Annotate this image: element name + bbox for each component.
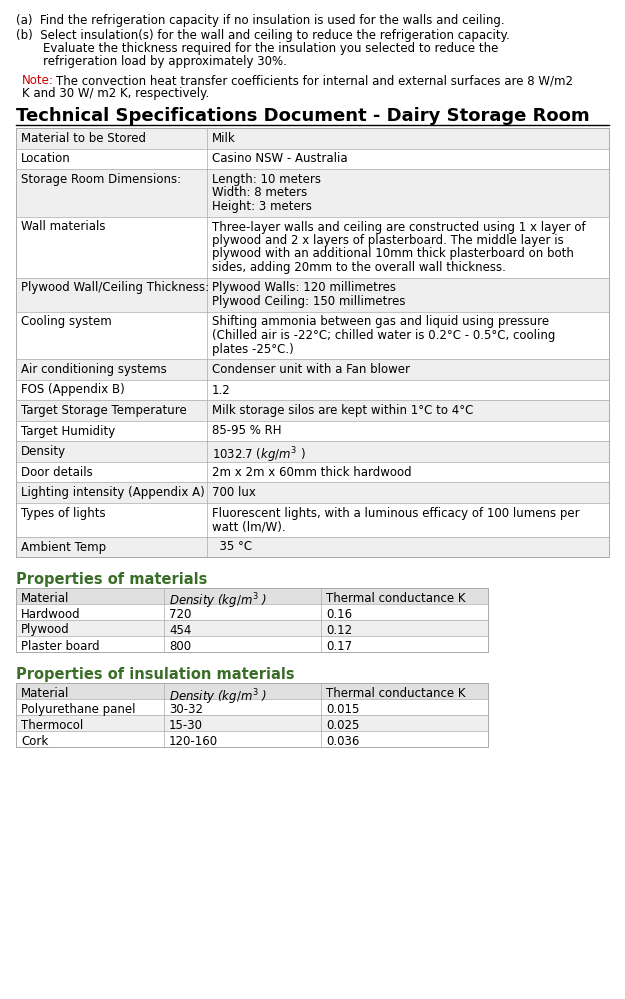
Bar xyxy=(16,128,609,149)
Text: plates -25°C.): plates -25°C.) xyxy=(212,343,294,356)
Text: Plywood Ceiling: 150 millimetres: Plywood Ceiling: 150 millimetres xyxy=(212,295,406,308)
Text: plywood with an additional 10mm thick plasterboard on both: plywood with an additional 10mm thick pl… xyxy=(212,248,574,261)
Text: Shifting ammonia between gas and liquid using pressure: Shifting ammonia between gas and liquid … xyxy=(212,316,549,329)
Bar xyxy=(16,731,488,747)
Text: plywood and 2 x layers of plasterboard. The middle layer is: plywood and 2 x layers of plasterboard. … xyxy=(212,234,564,247)
Text: Lighting intensity (Appendix A): Lighting intensity (Appendix A) xyxy=(21,486,205,499)
Text: Storage Room Dimensions:: Storage Room Dimensions: xyxy=(21,173,181,186)
Bar xyxy=(16,635,488,651)
Bar xyxy=(16,683,488,747)
Text: Air conditioning systems: Air conditioning systems xyxy=(21,363,167,376)
Text: Plywood: Plywood xyxy=(21,623,70,636)
Text: 0.015: 0.015 xyxy=(326,703,359,716)
Text: Location: Location xyxy=(21,153,71,166)
Text: 85-95 % RH: 85-95 % RH xyxy=(212,425,281,438)
Bar xyxy=(16,169,609,217)
Bar xyxy=(16,312,609,359)
Text: Target Humidity: Target Humidity xyxy=(21,425,115,438)
Bar xyxy=(16,149,609,169)
Bar xyxy=(16,217,609,278)
Text: Plywood Wall/Ceiling Thickness:: Plywood Wall/Ceiling Thickness: xyxy=(21,282,209,295)
Text: Density: Density xyxy=(21,445,66,458)
Text: 30-32: 30-32 xyxy=(169,703,203,716)
Text: Cooling system: Cooling system xyxy=(21,316,112,329)
Bar xyxy=(16,699,488,715)
Text: Technical Specifications Document - Dairy Storage Room: Technical Specifications Document - Dair… xyxy=(16,107,589,125)
Text: (b)  Select insulation(s) for the wall and ceiling to reduce the refrigeration c: (b) Select insulation(s) for the wall an… xyxy=(16,29,510,42)
Text: 700 lux: 700 lux xyxy=(212,486,256,499)
Text: 720: 720 xyxy=(169,607,191,620)
Bar xyxy=(16,587,488,651)
Text: FOS (Appendix B): FOS (Appendix B) xyxy=(21,384,125,397)
Text: Hardwood: Hardwood xyxy=(21,607,81,620)
Text: Three-layer walls and ceiling are constructed using 1 x layer of: Three-layer walls and ceiling are constr… xyxy=(212,221,586,234)
Text: Condenser unit with a Fan blower: Condenser unit with a Fan blower xyxy=(212,363,410,376)
Text: Casino NSW - Australia: Casino NSW - Australia xyxy=(212,153,348,166)
Bar xyxy=(16,380,609,400)
Text: Height: 3 meters: Height: 3 meters xyxy=(212,200,312,213)
Text: 35 °C: 35 °C xyxy=(212,540,252,553)
Text: 120-160: 120-160 xyxy=(169,735,218,748)
Text: 454: 454 xyxy=(169,623,191,636)
Text: Thermal conductance K: Thermal conductance K xyxy=(326,687,466,700)
Bar xyxy=(16,619,488,635)
Text: Thermocol: Thermocol xyxy=(21,719,83,732)
Text: Length: 10 meters: Length: 10 meters xyxy=(212,173,321,186)
Text: Thermal conductance K: Thermal conductance K xyxy=(326,591,466,604)
Bar xyxy=(16,441,609,462)
Text: 0.025: 0.025 xyxy=(326,719,359,732)
Text: Properties of insulation materials: Properties of insulation materials xyxy=(16,667,294,682)
Text: 15-30: 15-30 xyxy=(169,719,203,732)
Bar xyxy=(16,128,609,557)
Text: (a)  Find the refrigeration capacity if no insulation is used for the walls and : (a) Find the refrigeration capacity if n… xyxy=(16,14,504,27)
Text: Properties of materials: Properties of materials xyxy=(16,572,208,587)
Text: Milk: Milk xyxy=(212,132,236,145)
Text: refrigeration load by approximately 30%.: refrigeration load by approximately 30%. xyxy=(43,56,287,69)
Text: Width: 8 meters: Width: 8 meters xyxy=(212,187,308,200)
Text: 2m x 2m x 60mm thick hardwood: 2m x 2m x 60mm thick hardwood xyxy=(212,466,412,479)
Bar xyxy=(16,603,488,619)
Text: Ambient Temp: Ambient Temp xyxy=(21,540,106,553)
Bar xyxy=(16,462,609,482)
Bar xyxy=(16,502,609,536)
Text: 1.2: 1.2 xyxy=(212,384,231,397)
Text: watt (lm/W).: watt (lm/W). xyxy=(212,520,286,533)
Text: Wall materials: Wall materials xyxy=(21,221,106,234)
Bar xyxy=(16,400,609,421)
Text: Material: Material xyxy=(21,591,69,604)
Text: Material to be Stored: Material to be Stored xyxy=(21,132,146,145)
Text: 1032.7 ($kg/m^3$ ): 1032.7 ($kg/m^3$ ) xyxy=(212,445,306,465)
Text: 0.17: 0.17 xyxy=(326,639,352,652)
Bar xyxy=(16,278,609,312)
Bar xyxy=(16,536,609,557)
Bar xyxy=(16,683,488,699)
Text: Target Storage Temperature: Target Storage Temperature xyxy=(21,404,187,417)
Bar xyxy=(16,359,609,380)
Text: (Chilled air is -22°C; chilled water is 0.2°C - 0.5°C, cooling: (Chilled air is -22°C; chilled water is … xyxy=(212,329,556,342)
Text: Polyurethane panel: Polyurethane panel xyxy=(21,703,136,716)
Text: The convection heat transfer coefficients for internal and external surfaces are: The convection heat transfer coefficient… xyxy=(56,74,573,87)
Text: Plywood Walls: 120 millimetres: Plywood Walls: 120 millimetres xyxy=(212,282,396,295)
Bar xyxy=(16,482,609,502)
Text: Cork: Cork xyxy=(21,735,48,748)
Text: Evaluate the thickness required for the insulation you selected to reduce the: Evaluate the thickness required for the … xyxy=(43,42,498,55)
Text: Density ($kg/m^3$ ): Density ($kg/m^3$ ) xyxy=(169,687,267,706)
Text: Types of lights: Types of lights xyxy=(21,506,106,519)
Text: 0.12: 0.12 xyxy=(326,623,352,636)
Text: 800: 800 xyxy=(169,639,191,652)
Text: Fluorescent lights, with a luminous efficacy of 100 lumens per: Fluorescent lights, with a luminous effi… xyxy=(212,506,579,519)
Text: Density ($kg/m^3$ ): Density ($kg/m^3$ ) xyxy=(169,591,267,611)
Text: 0.036: 0.036 xyxy=(326,735,359,748)
Text: 0.16: 0.16 xyxy=(326,607,352,620)
Text: Plaster board: Plaster board xyxy=(21,639,99,652)
Text: Note:: Note: xyxy=(22,74,54,87)
Text: Material: Material xyxy=(21,687,69,700)
Bar xyxy=(16,587,488,603)
Text: Door details: Door details xyxy=(21,466,92,479)
Bar xyxy=(16,715,488,731)
Text: Milk storage silos are kept within 1°C to 4°C: Milk storage silos are kept within 1°C t… xyxy=(212,404,473,417)
Text: K and 30 W/ m2 K, respectively.: K and 30 W/ m2 K, respectively. xyxy=(22,88,209,101)
Text: sides, adding 20mm to the overall wall thickness.: sides, adding 20mm to the overall wall t… xyxy=(212,261,506,274)
Bar xyxy=(16,421,609,441)
